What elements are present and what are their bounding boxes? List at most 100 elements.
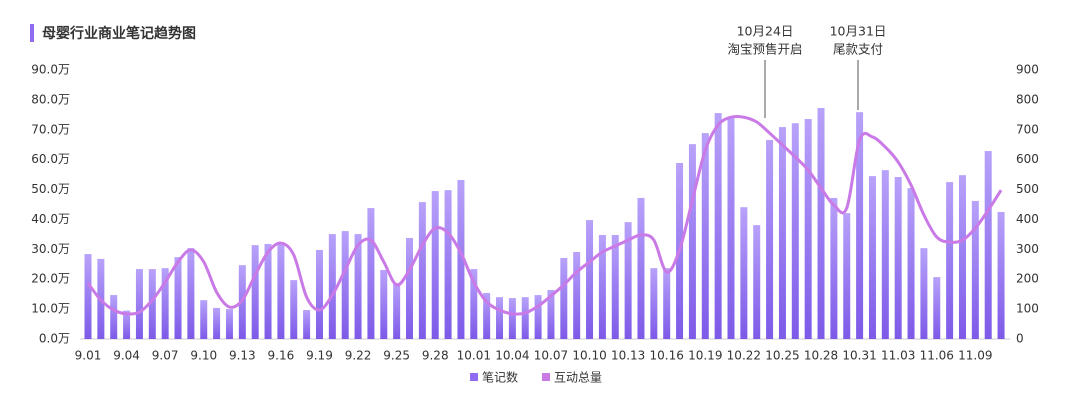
bar: [290, 280, 298, 339]
bar: [933, 277, 941, 339]
bar: [894, 177, 902, 339]
bar: [650, 268, 658, 339]
bar: [315, 249, 323, 339]
y-tick-label: 40.0万: [31, 212, 70, 226]
bar: [161, 268, 169, 339]
x-tick-label: 9.25: [383, 349, 410, 363]
y-tick-label: 0.0万: [39, 332, 70, 346]
y2-tick-label: 100: [1016, 302, 1039, 316]
bar: [971, 200, 979, 339]
bar: [393, 283, 401, 339]
x-tick-label: 10.31: [842, 349, 876, 363]
bar: [84, 254, 92, 339]
y2-tick-label: 600: [1016, 152, 1039, 166]
x-tick-label: 10.22: [727, 349, 761, 363]
bar: [946, 182, 954, 339]
x-tick-label: 9.13: [229, 349, 256, 363]
x-tick-label: 10.25: [765, 349, 799, 363]
y-tick-label: 70.0万: [31, 122, 70, 136]
line: [86, 114, 1003, 316]
bar: [701, 133, 709, 339]
legend-swatch: [470, 373, 478, 381]
bar: [881, 170, 889, 339]
bar: [688, 144, 696, 339]
y-tick-label: 10.0万: [31, 302, 70, 316]
bar: [135, 269, 143, 339]
x-tick-label: 9.07: [152, 349, 179, 363]
bar: [534, 295, 542, 339]
y-tick-label: 60.0万: [31, 152, 70, 166]
x-tick-label: 10.10: [572, 349, 606, 363]
bar: [200, 300, 208, 339]
legend-swatch: [542, 373, 551, 381]
y-tick-label: 30.0万: [31, 242, 70, 256]
bar: [251, 245, 259, 339]
bar: [264, 243, 272, 339]
annotation-line: 尾款支付: [833, 42, 883, 57]
y2-tick-label: 200: [1016, 272, 1039, 286]
bar: [830, 197, 838, 339]
bar: [560, 258, 568, 339]
x-tick-label: 9.19: [306, 349, 333, 363]
bar: [457, 179, 465, 339]
bar: [328, 234, 336, 339]
bar: [843, 213, 851, 339]
x-tick-label: 10.01: [457, 349, 491, 363]
bar: [380, 269, 388, 339]
bar: [663, 268, 671, 339]
legend-label: 互动总量: [554, 371, 602, 385]
bar: [817, 107, 825, 339]
x-tick-label: 11.06: [920, 349, 954, 363]
annotation-line: 10月31日: [830, 24, 887, 39]
y-tick-label: 80.0万: [31, 92, 70, 106]
bar: [714, 113, 722, 339]
chart-title: 母婴行业商业笔记趋势图: [42, 25, 196, 42]
bar: [611, 234, 619, 339]
x-tick-label: 10.04: [495, 349, 529, 363]
bar: [868, 176, 876, 339]
bar: [997, 211, 1005, 339]
y2-tick-label: 800: [1016, 92, 1039, 106]
bar: [856, 112, 864, 339]
x-tick-label: 10.19: [688, 349, 722, 363]
bar: [367, 208, 375, 339]
x-tick-label: 9.16: [268, 349, 295, 363]
bar: [907, 188, 915, 339]
x-tick-label: 9.04: [113, 349, 140, 363]
annotation: 10月31日 尾款支付: [830, 24, 887, 110]
bar: [791, 123, 799, 339]
bar: [778, 127, 786, 340]
bar: [598, 234, 606, 339]
bar: [547, 289, 555, 339]
annotation-line: 淘宝预售开启: [727, 42, 802, 57]
bar: [225, 309, 233, 339]
bar: [148, 269, 156, 339]
bar: [753, 225, 761, 339]
x-tick-label: 9.22: [345, 349, 372, 363]
y-tick-label: 20.0万: [31, 272, 70, 286]
bar: [213, 307, 221, 339]
y2-tick-label: 300: [1016, 242, 1039, 256]
x-tick-label: 10.28: [804, 349, 838, 363]
bar: [740, 207, 748, 339]
y2-tick-label: 0: [1016, 332, 1024, 346]
y2-tick-label: 900: [1016, 63, 1039, 77]
bar: [573, 252, 581, 339]
bar: [110, 295, 118, 339]
title-marker: [30, 24, 34, 42]
bar: [418, 202, 426, 339]
bar: [277, 243, 285, 339]
legend-label: 笔记数: [482, 370, 518, 385]
bar: [470, 269, 478, 339]
bar: [496, 297, 504, 339]
bar: [727, 118, 735, 339]
y-tick-label: 50.0万: [31, 182, 70, 196]
y2-tick-label: 700: [1016, 122, 1039, 136]
bar: [174, 257, 182, 339]
x-tick-label: 9.10: [190, 349, 217, 363]
x-tick-label: 11.09: [958, 349, 992, 363]
bar: [637, 197, 645, 339]
annotation: 10月24日 淘宝预售开启: [727, 24, 803, 118]
bar: [958, 175, 966, 339]
